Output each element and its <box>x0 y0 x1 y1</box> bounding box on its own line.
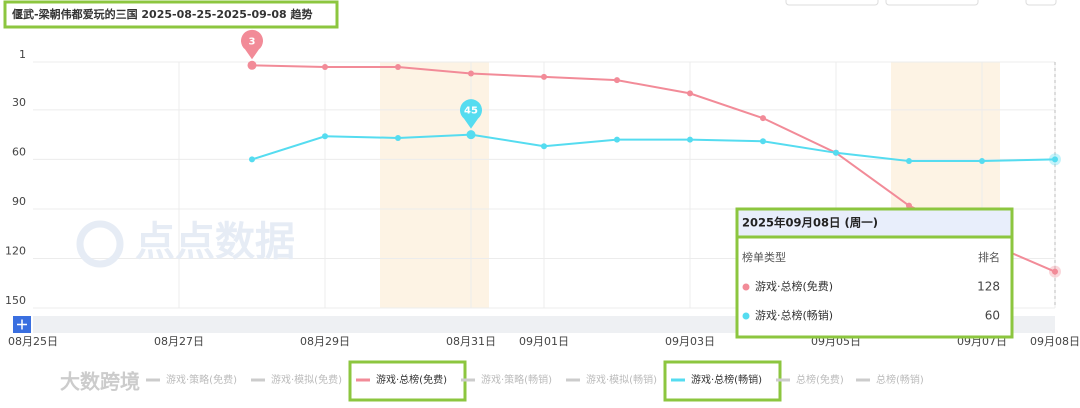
marker-label: 45 <box>464 106 478 117</box>
data-point <box>1052 268 1058 275</box>
data-point <box>468 70 474 77</box>
highlight-box <box>735 235 1014 339</box>
chart-title: 偃武-梁朝伟都爱玩的三国 2025-08-25-2025-09-08 趋势 <box>12 7 313 21</box>
y-tick-label: 150 <box>5 294 26 307</box>
marker-pin <box>460 99 483 129</box>
legend-label: 游戏·总榜(免费) <box>376 373 447 386</box>
series-line <box>251 133 1056 163</box>
toolbar-button[interactable] <box>885 0 979 6</box>
watermark: 大数跨境 <box>60 370 140 394</box>
x-tick-label: 08月25日 <box>8 335 58 348</box>
data-point <box>687 136 693 143</box>
legend-label: 游戏·总榜(畅销) <box>691 373 762 386</box>
tooltip-col: 榜单类型 <box>742 250 786 264</box>
data-point <box>247 60 257 70</box>
data-point <box>906 202 912 209</box>
highlight-box <box>3 0 339 29</box>
x-tick-label: 09月08日 <box>1030 335 1080 348</box>
tooltip-header <box>737 209 1012 237</box>
y-tick-label: 30 <box>12 96 26 109</box>
y-tick-label: 90 <box>12 195 26 208</box>
x-tick-label: 08月31日 <box>446 335 496 348</box>
tooltip-value: 128 <box>977 280 1000 294</box>
data-point <box>322 133 328 140</box>
y-tick-label: 1 <box>19 48 26 61</box>
legend: 游戏·策略(免费) 游戏·模拟(免费) 游戏·总榜(免费) 游戏·策略(畅销) 游戏·模… <box>146 360 924 402</box>
data-point <box>249 156 255 163</box>
legend-label: 游戏·策略(免费) <box>166 373 237 386</box>
y-tick-label: 60 <box>12 145 26 158</box>
data-point <box>541 73 547 80</box>
data-point <box>1052 156 1058 163</box>
data-point <box>395 63 401 70</box>
tooltip-dot <box>742 283 750 291</box>
toolbar-button[interactable] <box>1025 0 1057 6</box>
data-point <box>466 130 476 140</box>
data-point <box>760 115 766 122</box>
watermark: 点点数据 <box>135 219 295 265</box>
tooltip-series: 游戏·总榜(免费) <box>755 279 833 293</box>
toolbar-button[interactable] <box>785 0 879 6</box>
data-point <box>395 134 401 141</box>
y-tick-label: 120 <box>5 244 26 257</box>
data-point <box>833 149 839 156</box>
data-point <box>687 90 693 97</box>
tooltip-series: 游戏·总榜(畅销) <box>755 308 833 322</box>
tooltip-col: 排名 <box>978 250 1000 264</box>
legend-label: 游戏·模拟(免费) <box>271 373 342 386</box>
grid: 1 30 60 90 120 150 08月25日 08月27日 08月29日 08月31日 09月… <box>5 48 1080 348</box>
legend-label: 总榜(畅销) <box>876 373 924 386</box>
data-point <box>614 77 620 84</box>
data-point <box>979 158 985 165</box>
weekend-band <box>380 62 489 308</box>
marker-label: 3 <box>249 36 256 47</box>
data-point <box>760 138 766 145</box>
data-point <box>906 158 912 165</box>
x-tick-label: 08月27日 <box>154 335 204 348</box>
marker-pin <box>241 29 264 60</box>
legend-label: 总榜(免费) <box>796 373 844 386</box>
plus-icon <box>17 319 27 330</box>
data-point <box>541 143 547 150</box>
tooltip-title: 2025年09月08日 (周一) <box>742 216 878 230</box>
legend-label: 游戏·策略(畅销) <box>481 373 552 386</box>
x-tick-label: 09月03日 <box>665 335 715 348</box>
watermark-logo <box>76 220 124 268</box>
x-tick-label: 09月01日 <box>519 335 569 348</box>
legend-label: 游戏·模拟(畅销) <box>586 373 657 386</box>
tooltip-value: 60 <box>985 309 1000 323</box>
tooltip-dot <box>742 312 750 320</box>
x-tick-label: 08月29日 <box>300 335 350 348</box>
data-point <box>614 136 620 143</box>
data-point <box>322 63 328 70</box>
